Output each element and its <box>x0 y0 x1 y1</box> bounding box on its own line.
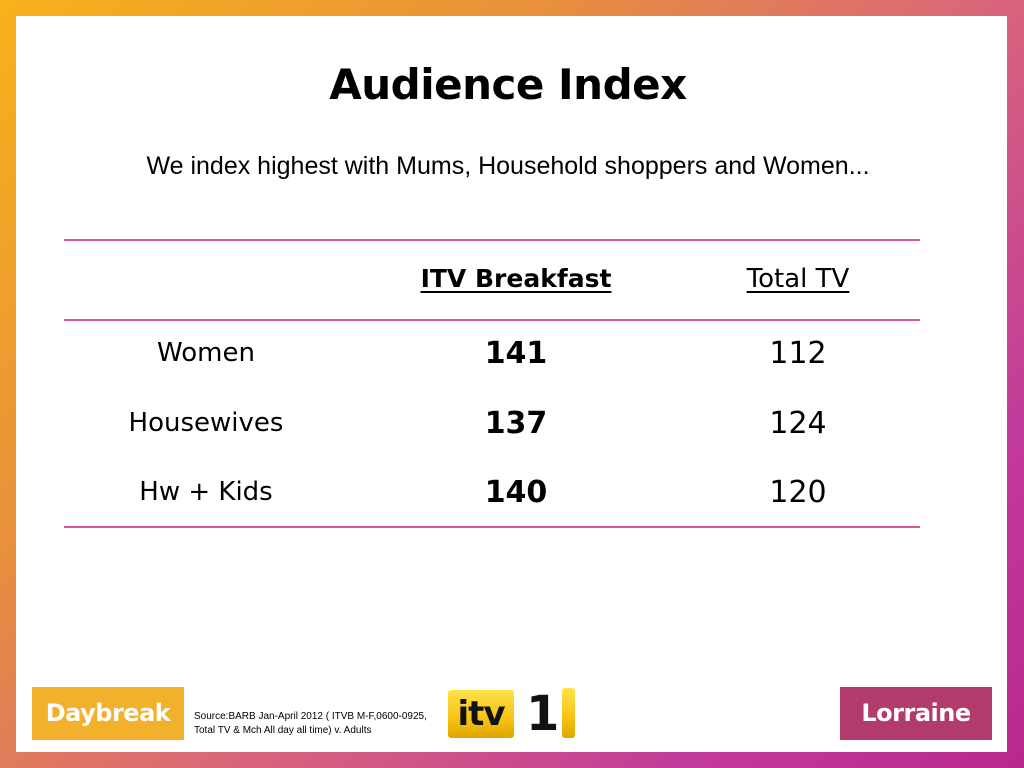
slide-subtitle: We index highest with Mums, Household sh… <box>146 152 870 180</box>
lorraine-logo: Lorraine <box>840 687 992 740</box>
row-label: Hw + Kids <box>139 477 273 507</box>
itv-logo-text: itv <box>448 690 514 738</box>
slide: Audience Index We index highest with Mum… <box>16 16 1007 752</box>
source-note: Source:BARB Jan-April 2012 ( ITVB M-F,06… <box>194 711 427 736</box>
total-tv-value: 120 <box>769 475 827 510</box>
itv-logo-number: 1 <box>526 686 560 742</box>
daybreak-logo: Daybreak <box>32 687 184 740</box>
row-label: Women <box>157 338 255 368</box>
itv1-logo: itv 1 <box>446 686 586 742</box>
itv-breakfast-value: 140 <box>484 475 548 510</box>
column-header-total-tv: Total TV <box>746 264 850 294</box>
table-bottom-rule <box>64 526 920 528</box>
slide-title: Audience Index <box>329 60 687 109</box>
total-tv-value: 124 <box>769 406 827 441</box>
itv-logo-bar <box>562 688 575 738</box>
table-header-rule <box>64 319 920 321</box>
column-header-itv-breakfast: ITV Breakfast <box>420 264 612 293</box>
total-tv-value: 112 <box>769 336 827 371</box>
table-top-rule <box>64 239 920 241</box>
itv-breakfast-value: 137 <box>484 406 548 441</box>
row-label: Housewives <box>128 408 284 438</box>
itv-breakfast-value: 141 <box>484 336 548 371</box>
